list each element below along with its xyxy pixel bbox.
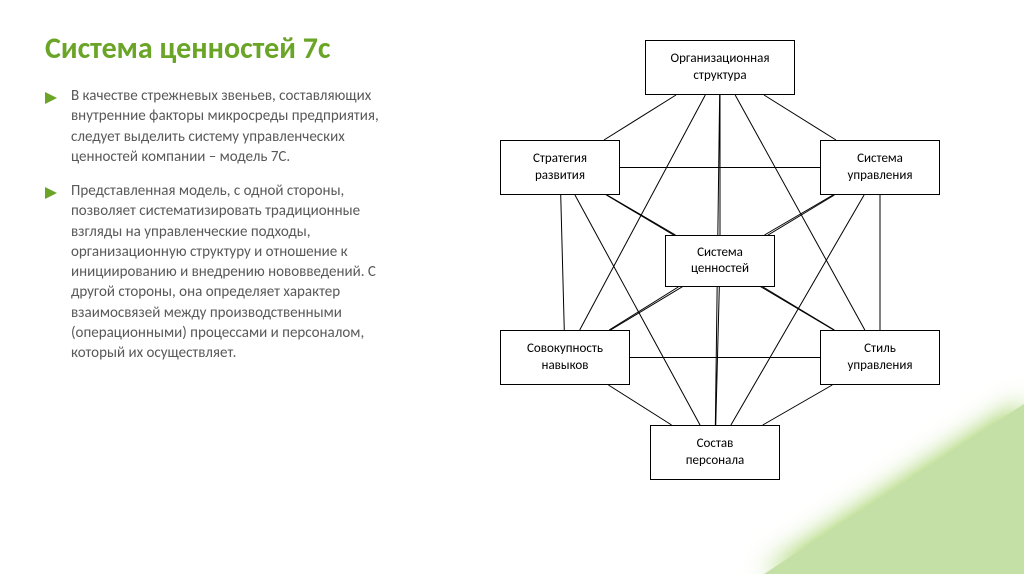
bullet-item: Представленная модель, с одной стороны, … (45, 181, 405, 363)
diagram-edge (763, 287, 834, 330)
bullet-text: В качестве стрежневых звеньев, составляю… (71, 86, 405, 167)
diagram-node-strat: Стратегия развития (500, 140, 620, 195)
diagram-edge (604, 95, 676, 140)
diagram-edge (575, 195, 700, 425)
bullet-triangle-icon (45, 90, 61, 109)
diagram-node-staff: Состав персонала (650, 425, 780, 480)
diagram-node-label: Стиль управления (847, 341, 912, 374)
diagram-edge (764, 195, 832, 235)
diagram-node-label: Стратегия развития (533, 151, 587, 184)
diagram-node-values: Система ценностей (665, 235, 775, 287)
diagram-edge (580, 95, 706, 330)
diagram-node-label: Система ценностей (691, 245, 749, 278)
diagram-node-label: Система управления (847, 151, 912, 184)
diagram-node-label: Состав персонала (686, 436, 744, 469)
text-column: В качестве стрежневых звеньев, составляю… (45, 86, 405, 377)
diagram-edge (764, 95, 836, 140)
bullet-item: В качестве стрежневых звеньев, составляю… (45, 86, 405, 167)
bullet-text: Представленная модель, с одной стороны, … (71, 181, 405, 363)
diagram-node-sysmgmt: Система управления (820, 140, 940, 195)
diagram-edge (609, 287, 678, 330)
bullet-triangle-icon (45, 185, 61, 204)
diagram-edge (731, 195, 864, 425)
diagram-edge (608, 385, 671, 425)
diagram-node-skills: Совокупность навыков (500, 330, 630, 385)
diagram-edge (763, 385, 832, 425)
slide-title: Система ценностей 7с (45, 30, 330, 67)
diagram-node-label: Организационная структура (670, 51, 769, 84)
diagram-node-org: Организационная структура (645, 40, 795, 95)
diagram-edge (735, 95, 865, 330)
diagram-node-style: Стиль управления (820, 330, 940, 385)
diagram-node-label: Совокупность навыков (527, 341, 603, 374)
diagram-edge (561, 195, 565, 330)
diagram-7s: Организационная структура Стратегия разви… (440, 30, 1000, 510)
